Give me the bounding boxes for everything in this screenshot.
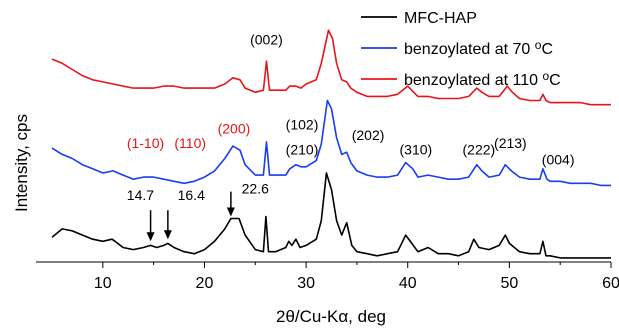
legend-label-1: benzoylated at 70 oC xyxy=(404,38,553,58)
peak-annotation: 14.7 xyxy=(127,187,154,203)
peak-arrow-head xyxy=(146,232,155,242)
peak-annotation: (110) xyxy=(174,135,206,151)
x-tick-label: 10 xyxy=(94,275,112,292)
series-line-1 xyxy=(51,99,611,187)
legend-label-2: benzoylated at 110 oC xyxy=(404,69,561,89)
peak-annotations: (002)(211)(112)(1-10)(110)(200)(102)(210… xyxy=(127,0,575,203)
peak-arrow-head xyxy=(163,230,172,240)
series-line-2 xyxy=(51,29,611,106)
peak-annotation: (004) xyxy=(542,152,575,168)
x-tick-label: 40 xyxy=(399,275,417,292)
y-axis-label: Intensity, cps xyxy=(12,114,31,212)
peak-annotation: 22.6 xyxy=(242,181,269,197)
peak-annotation: (102) xyxy=(286,117,319,133)
legend: MFC-HAP benzoylated at 70 oC benzoylated a… xyxy=(361,10,561,89)
x-ticks: 10 20 30 40 50 60 xyxy=(94,262,619,292)
peak-annotation: (200) xyxy=(218,121,251,137)
legend-label-0: MFC-HAP xyxy=(404,10,477,27)
x-tick-label: 20 xyxy=(196,275,214,292)
x-axis-label: 2θ/Cu-Kα, deg xyxy=(276,307,386,326)
peak-annotation: (222) xyxy=(463,141,496,157)
series-lines xyxy=(51,29,611,259)
x-tick-label: 30 xyxy=(297,275,315,292)
series-line-0 xyxy=(51,172,611,259)
peak-annotation: (210) xyxy=(286,141,319,157)
peak-annotation: (213) xyxy=(494,135,527,151)
peak-annotation: (310) xyxy=(400,141,433,157)
peak-annotation: (002) xyxy=(250,32,283,48)
x-tick-label: 60 xyxy=(602,275,619,292)
peak-annotation: (202) xyxy=(352,127,385,143)
peak-arrow-head xyxy=(226,207,235,217)
peak-arrows xyxy=(146,191,235,242)
x-tick-label: 50 xyxy=(500,275,518,292)
peak-annotation: (1-10) xyxy=(127,135,164,151)
peak-annotation: 16.4 xyxy=(178,187,205,203)
